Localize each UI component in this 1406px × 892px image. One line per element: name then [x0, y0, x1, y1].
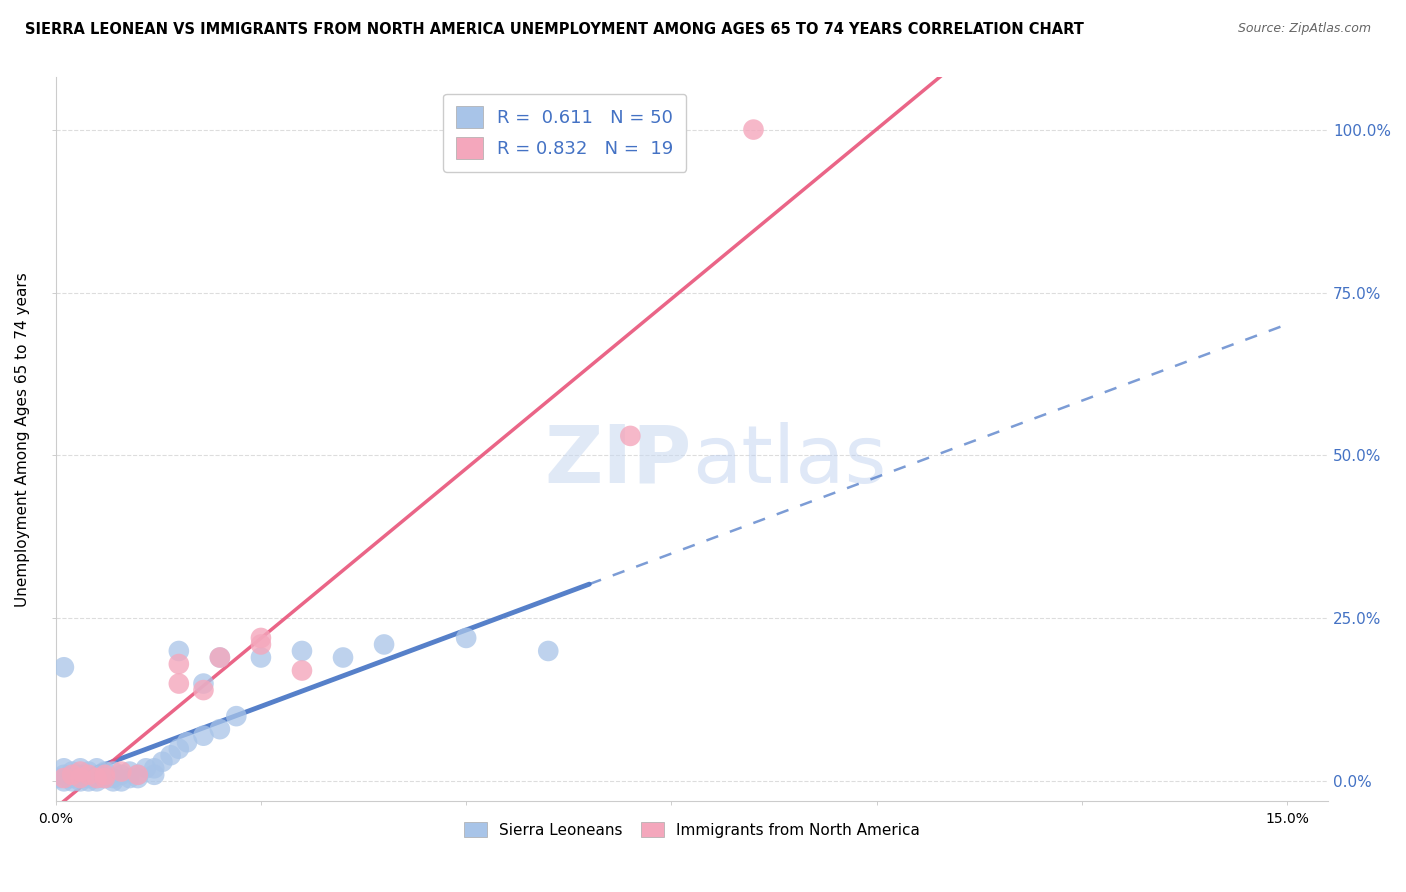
Point — [94, 771, 117, 785]
Point — [167, 741, 190, 756]
Point — [52, 771, 75, 785]
Point — [77, 771, 100, 785]
Point — [176, 735, 198, 749]
Point — [86, 771, 108, 785]
Point — [60, 764, 83, 779]
Point — [69, 764, 91, 779]
Point — [101, 771, 124, 785]
Point — [291, 664, 314, 678]
Text: ZIP: ZIP — [544, 422, 692, 500]
Point — [167, 657, 190, 671]
Point — [208, 650, 231, 665]
Point — [332, 650, 354, 665]
Point — [86, 761, 108, 775]
Point — [208, 650, 231, 665]
Point — [101, 774, 124, 789]
Point — [86, 774, 108, 789]
Y-axis label: Unemployment Among Ages 65 to 74 years: Unemployment Among Ages 65 to 74 years — [15, 272, 30, 607]
Point — [49, 771, 72, 785]
Point — [60, 771, 83, 785]
Point — [60, 774, 83, 789]
Point — [291, 644, 314, 658]
Point — [225, 709, 247, 723]
Point — [69, 771, 91, 785]
Point — [135, 761, 157, 775]
Point — [152, 755, 174, 769]
Point — [127, 771, 149, 785]
Point — [110, 774, 132, 789]
Point — [143, 761, 166, 775]
Point — [143, 768, 166, 782]
Point — [193, 676, 215, 690]
Point — [69, 761, 91, 775]
Point — [77, 764, 100, 779]
Point — [250, 650, 273, 665]
Point — [77, 768, 100, 782]
Legend: Sierra Leoneans, Immigrants from North America: Sierra Leoneans, Immigrants from North A… — [458, 815, 927, 844]
Point — [52, 660, 75, 674]
Point — [52, 774, 75, 789]
Text: 0.0%: 0.0% — [38, 812, 73, 826]
Point — [101, 764, 124, 779]
Point — [193, 683, 215, 698]
Point — [159, 748, 181, 763]
Point — [118, 771, 141, 785]
Point — [537, 644, 560, 658]
Point — [52, 768, 75, 782]
Text: SIERRA LEONEAN VS IMMIGRANTS FROM NORTH AMERICA UNEMPLOYMENT AMONG AGES 65 TO 74: SIERRA LEONEAN VS IMMIGRANTS FROM NORTH … — [25, 22, 1084, 37]
Point — [127, 768, 149, 782]
Text: Source: ZipAtlas.com: Source: ZipAtlas.com — [1237, 22, 1371, 36]
Point — [60, 768, 83, 782]
Point — [110, 764, 132, 779]
Point — [456, 631, 478, 645]
Point — [167, 676, 190, 690]
Text: atlas: atlas — [692, 422, 886, 500]
Point — [94, 764, 117, 779]
Point — [193, 729, 215, 743]
Point — [77, 774, 100, 789]
Point — [86, 771, 108, 785]
Text: 15.0%: 15.0% — [1265, 812, 1309, 826]
Point — [52, 761, 75, 775]
Point — [250, 637, 273, 651]
Point — [69, 774, 91, 789]
Point — [373, 637, 395, 651]
Point — [208, 722, 231, 736]
Point — [69, 768, 91, 782]
Point — [69, 771, 91, 785]
Point — [65, 771, 87, 785]
Point — [619, 429, 641, 443]
Point — [56, 771, 79, 785]
Point — [167, 644, 190, 658]
Point — [250, 631, 273, 645]
Point — [94, 771, 117, 785]
Point — [127, 768, 149, 782]
Point — [118, 764, 141, 779]
Point — [110, 768, 132, 782]
Point — [94, 768, 117, 782]
Point — [742, 122, 765, 136]
